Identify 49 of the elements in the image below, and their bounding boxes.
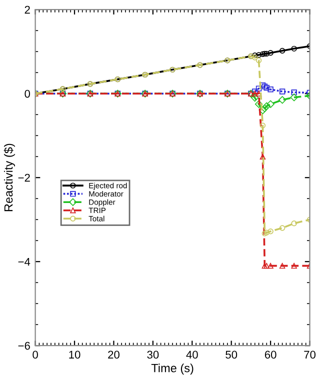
point [266,100,274,108]
point [291,89,297,96]
point [254,100,263,108]
point [262,50,268,57]
y-tick-label: −2 [18,174,30,182]
point [258,106,267,114]
point [262,84,268,90]
y-tick-label: 0 [24,90,30,98]
x-tick-label: 50 [226,350,238,359]
point [264,50,270,57]
point [291,262,297,269]
point [278,96,286,104]
line-series [35,53,310,236]
x-tick-label: 0 [32,350,38,359]
x-tick-label: 70 [304,350,316,359]
point [264,84,270,91]
point [268,262,274,269]
point [291,220,297,226]
x-tick-label: 10 [69,350,80,359]
y-axis-title: Reactivity ($) [4,144,16,212]
y-tick-label: −4 [18,258,30,266]
point [262,230,268,236]
y-tick-label: 2 [24,6,30,14]
point [279,88,286,94]
x-tick-label: 30 [147,350,159,359]
point [279,262,286,269]
x-tick-label: 20 [108,350,120,359]
point [268,50,274,56]
point [268,86,274,92]
point [268,228,274,234]
point [260,122,266,128]
point [260,51,266,57]
x-tick-label: 60 [264,350,276,359]
point [256,58,262,64]
x-axis-title: Time (s) [151,364,194,375]
point [260,154,266,160]
point [279,48,286,54]
point [291,46,297,52]
point [264,230,270,236]
point [290,94,298,102]
point [256,86,262,92]
point [279,225,286,231]
point [262,102,270,110]
y-tick-label: −6 [18,342,30,350]
point [256,90,262,96]
x-tick-label: 40 [186,350,198,359]
point [264,262,270,269]
point [251,94,259,102]
point [256,52,262,58]
